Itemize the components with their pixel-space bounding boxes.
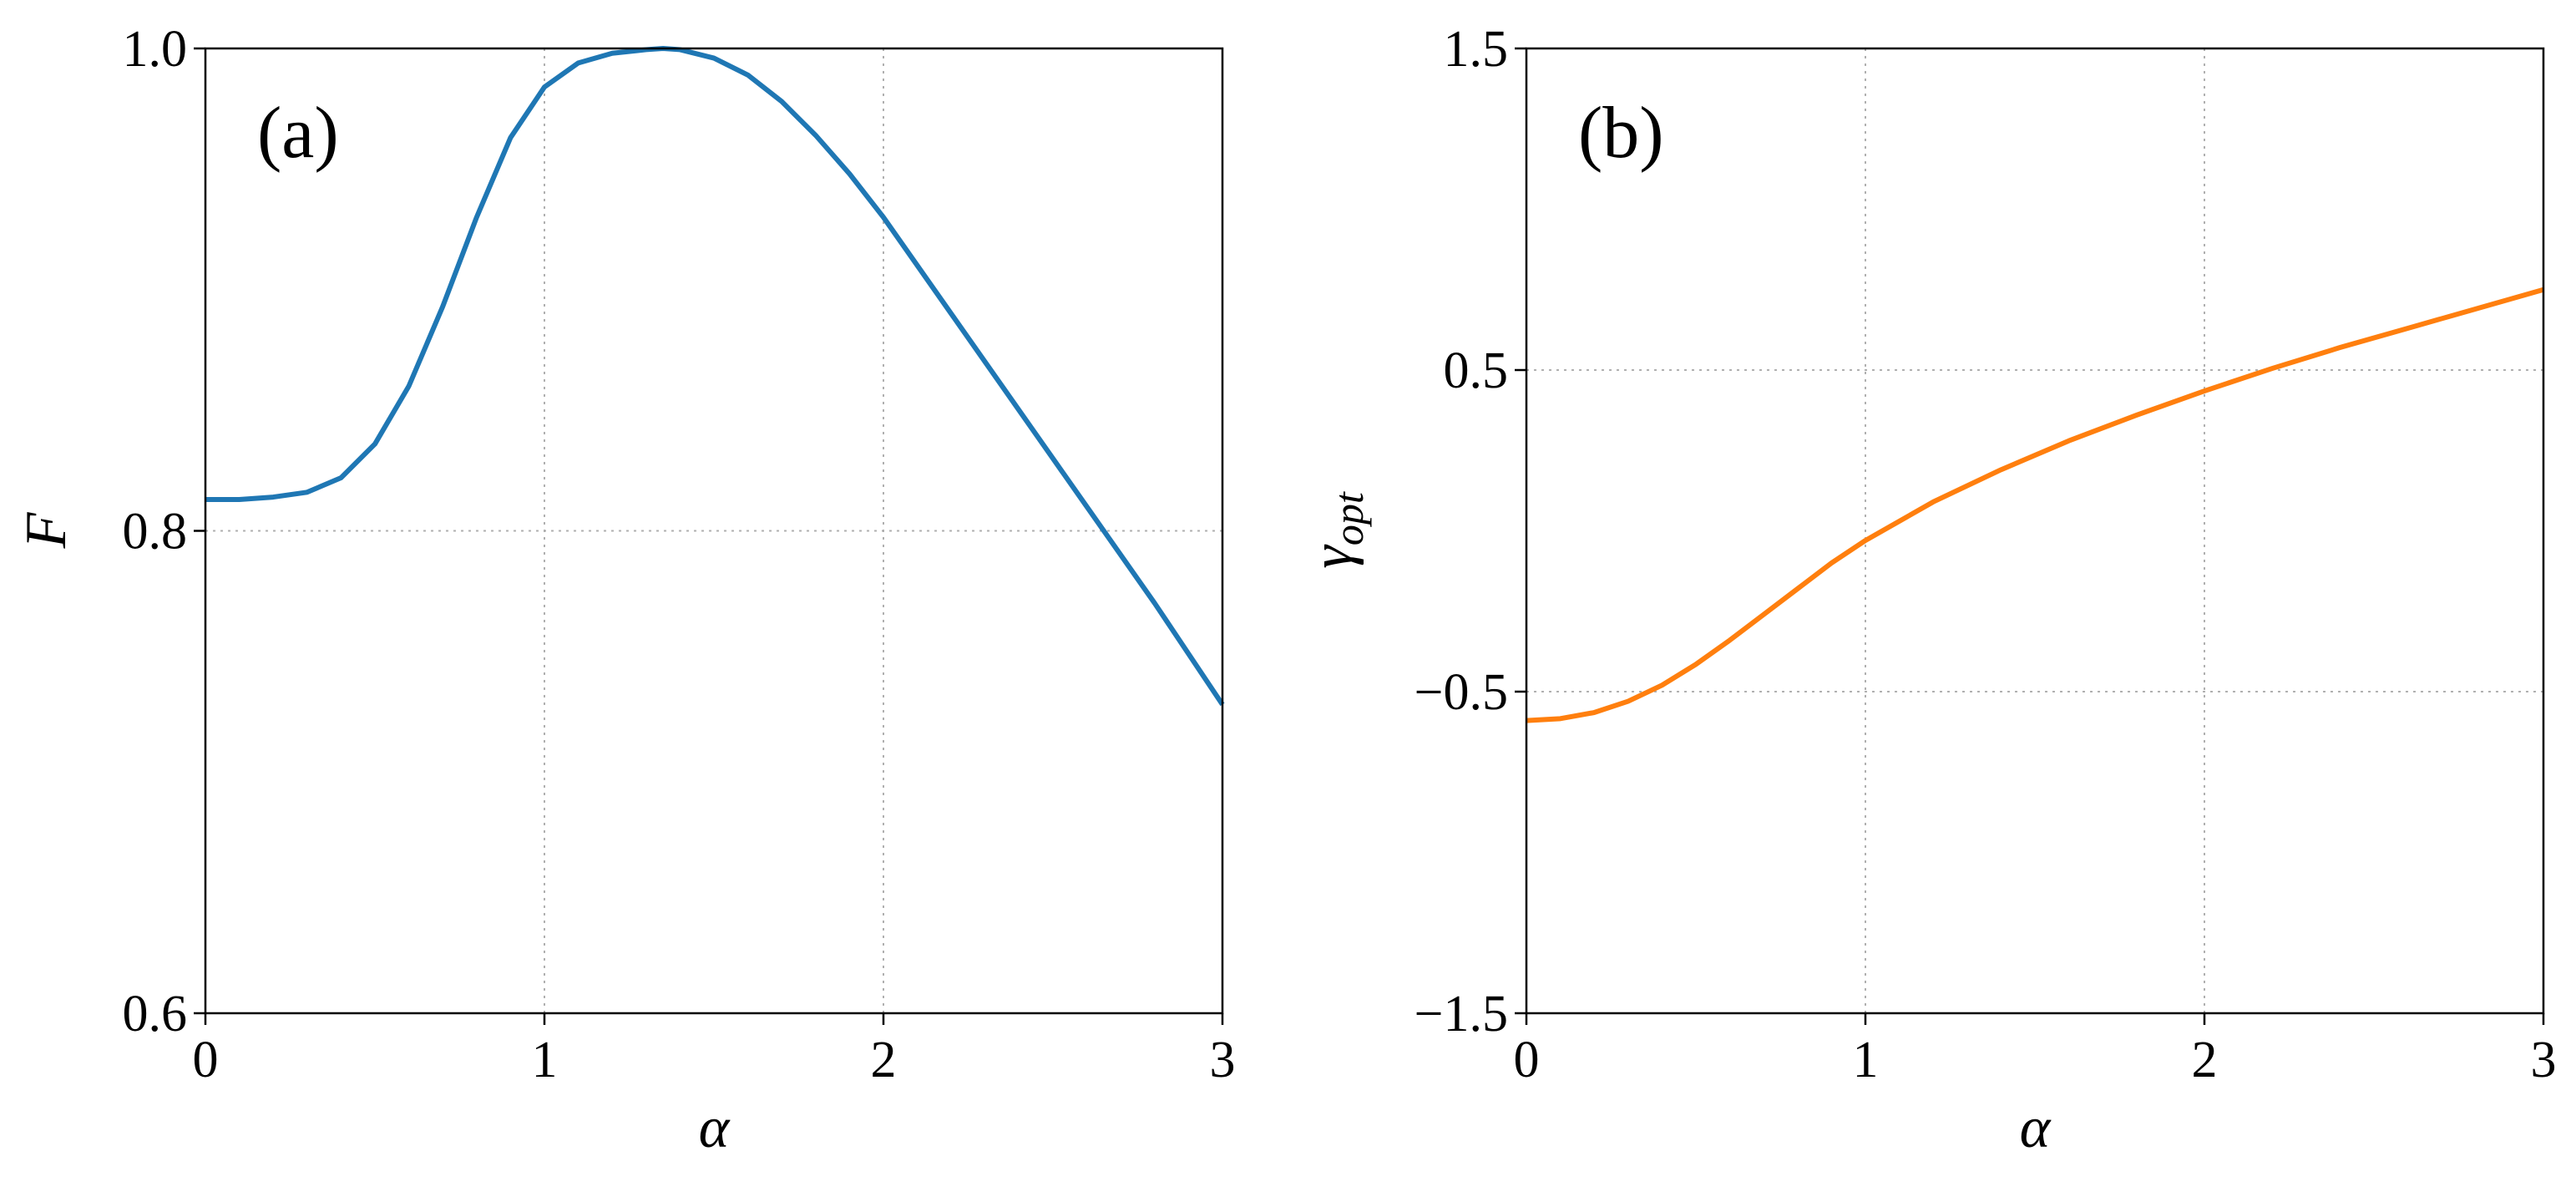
plot-frame bbox=[1525, 47, 2545, 1015]
y-axis-label-subscript: opt bbox=[1325, 491, 1372, 545]
x-tick-label-0: 0 bbox=[1514, 1032, 1540, 1088]
x-axis-label: α bbox=[2020, 1096, 2052, 1160]
panel-a-fidelity: 0 1 2 3 0.6 0.8 1.0 α F (a) bbox=[14, 21, 1236, 1160]
panel-label: (a) bbox=[257, 93, 339, 174]
x-tick-label-1: 1 bbox=[1853, 1032, 1879, 1088]
y-tick-label-3: 1.5 bbox=[1444, 21, 1509, 78]
y-axis-label: γopt bbox=[1300, 491, 1372, 569]
y-tick-label-0: −1.5 bbox=[1415, 986, 1508, 1042]
series-line-0 bbox=[205, 46, 1225, 707]
y-axis-label-symbol: γ bbox=[1300, 544, 1364, 569]
y-tick-label-1: 0.8 bbox=[123, 504, 188, 560]
x-tick-label-0: 0 bbox=[193, 1032, 219, 1088]
x-tick-label-2: 2 bbox=[871, 1032, 897, 1088]
panel-label: (b) bbox=[1578, 93, 1664, 174]
y-axis-label-symbol: F bbox=[14, 511, 78, 549]
x-tick-label-3: 3 bbox=[2531, 1032, 2557, 1088]
x-axis-label: α bbox=[699, 1096, 731, 1160]
y-axis-label: F bbox=[14, 511, 78, 549]
y-tick-label-2: 1.0 bbox=[123, 21, 188, 78]
y-tick-label-2: 0.5 bbox=[1444, 342, 1509, 399]
y-tick-label-1: −0.5 bbox=[1415, 664, 1508, 721]
y-tick-label-0: 0.6 bbox=[123, 986, 188, 1042]
x-tick-label-1: 1 bbox=[532, 1032, 558, 1088]
series-line-0 bbox=[1526, 287, 2544, 723]
panel-b-gamma-opt: 0 1 2 3 −1.5 −0.5 0.5 1.5 α γopt (b) bbox=[1300, 21, 2557, 1160]
x-tick-label-3: 3 bbox=[1210, 1032, 1236, 1088]
x-tick-label-2: 2 bbox=[2192, 1032, 2218, 1088]
